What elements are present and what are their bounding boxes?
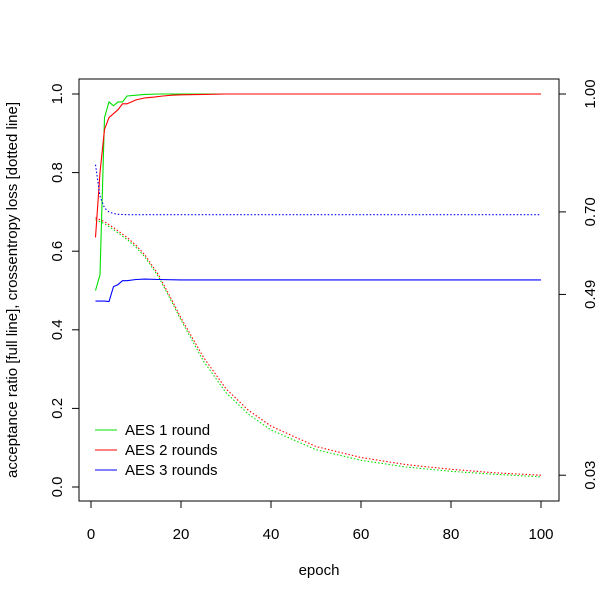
right-tick-label: 0.49 bbox=[582, 280, 599, 309]
x-tick-label: 100 bbox=[528, 526, 553, 543]
aes-1-round-loss-line bbox=[95, 219, 542, 478]
aes-2-rounds-acceptance-line bbox=[94, 93, 541, 238]
series-layer bbox=[94, 93, 542, 478]
legend-label: AES 1 round bbox=[125, 422, 210, 439]
y-tick-label: 0.4 bbox=[49, 319, 66, 340]
legend-label: AES 2 rounds bbox=[125, 442, 218, 459]
y-tick-label: 0.8 bbox=[49, 162, 66, 183]
x-tick-label: 60 bbox=[353, 526, 370, 543]
x-tick-label: 80 bbox=[443, 526, 460, 543]
right-tick-label: 1.00 bbox=[582, 79, 599, 108]
x-tick-label: 20 bbox=[173, 526, 190, 543]
aes-1-round-acceptance-line bbox=[94, 93, 541, 291]
x-tick-label: 40 bbox=[263, 526, 280, 543]
x-axis: 0 20 40 60 80 100 bbox=[87, 500, 554, 543]
y-axis-right: 0.03 0.49 0.70 1.00 bbox=[558, 79, 599, 490]
x-axis-title: epoch bbox=[299, 562, 340, 579]
aes-3-rounds-acceptance-line bbox=[95, 278, 541, 303]
right-tick-label: 0.03 bbox=[582, 461, 599, 490]
y-axis: 0.0 0.2 0.4 0.6 0.8 1.0 bbox=[49, 84, 80, 498]
y-axis-title: acceptance ratio [full line], crossentro… bbox=[4, 102, 21, 478]
right-tick-label: 0.70 bbox=[582, 197, 599, 226]
y-tick-label: 0.0 bbox=[49, 477, 66, 498]
legend-label: AES 3 rounds bbox=[125, 462, 218, 479]
aes-3-rounds-loss-line bbox=[94, 164, 541, 216]
y-tick-label: 0.2 bbox=[49, 398, 66, 419]
x-tick-label: 0 bbox=[87, 526, 95, 543]
y-tick-label: 0.6 bbox=[49, 241, 66, 262]
y-tick-label: 1.0 bbox=[49, 84, 66, 105]
legend: AES 1 round AES 2 rounds AES 3 rounds bbox=[95, 422, 218, 479]
